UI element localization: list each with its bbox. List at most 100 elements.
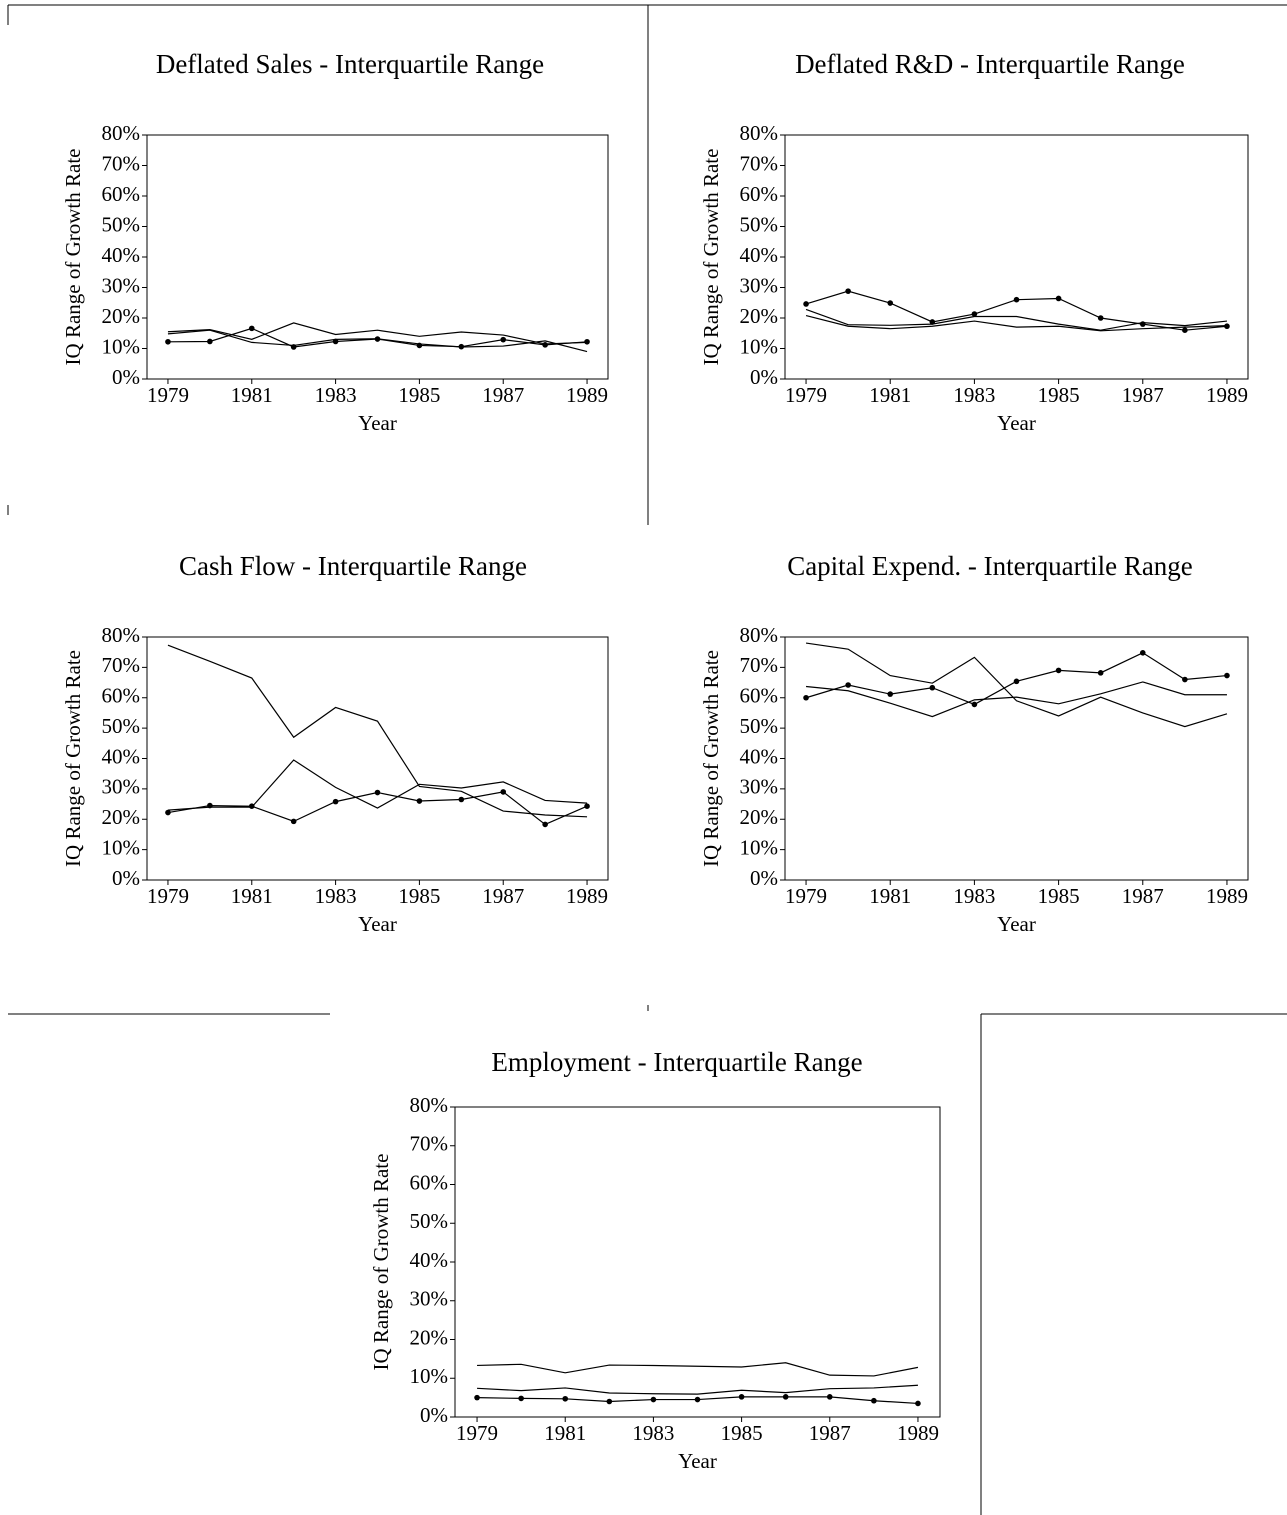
- x-tick-label: 1983: [315, 884, 357, 908]
- x-tick-label: 1987: [1122, 884, 1164, 908]
- point: [332, 798, 339, 805]
- point: [826, 1394, 833, 1400]
- y-tick-label: 70%: [102, 653, 141, 677]
- y-tick-label: 70%: [740, 653, 779, 677]
- point: [845, 288, 851, 294]
- y-axis-label: IQ Range of Growth Rate: [699, 149, 723, 366]
- point: [738, 1394, 745, 1400]
- point: [887, 691, 894, 697]
- plot-frame: [784, 636, 1249, 881]
- point: [1139, 649, 1146, 656]
- y-axis-label: IQ Range of Growth Rate: [369, 1154, 393, 1371]
- point: [416, 798, 423, 804]
- y-tick-label: 0%: [112, 866, 140, 890]
- chart-title: Deflated R&D - Interquartile Range: [795, 49, 1185, 79]
- y-tick-label: 50%: [102, 212, 141, 236]
- y-tick-label: 10%: [740, 334, 779, 358]
- point: [374, 789, 381, 796]
- x-tick-label: 1989: [1206, 884, 1248, 908]
- point: [803, 694, 809, 701]
- y-tick-label: 20%: [102, 805, 141, 829]
- point: [500, 336, 507, 343]
- x-tick-label: 1987: [482, 884, 524, 908]
- chart-title: Cash Flow - Interquartile Range: [179, 551, 527, 581]
- chart-title: Deflated Sales - Interquartile Range: [156, 49, 544, 79]
- x-tick-label: 1979: [785, 884, 827, 908]
- series-line: [805, 308, 1228, 331]
- series-line: [805, 642, 1228, 728]
- x-tick-label: 1989: [897, 1421, 939, 1445]
- point: [542, 821, 548, 828]
- x-tick-label: 1989: [566, 383, 608, 407]
- point: [248, 325, 255, 332]
- y-tick-label: 40%: [102, 744, 141, 768]
- x-axis-label: Year: [358, 912, 397, 936]
- y-tick-label: 20%: [740, 304, 779, 328]
- y-tick-label: 50%: [410, 1209, 449, 1233]
- point: [971, 701, 978, 708]
- point: [929, 684, 936, 691]
- y-axis-label: IQ Range of Growth Rate: [61, 149, 85, 366]
- point: [803, 301, 809, 307]
- x-tick-label: 1981: [544, 1421, 586, 1445]
- point: [1055, 667, 1062, 674]
- point: [845, 682, 851, 688]
- point: [1013, 678, 1020, 685]
- y-tick-label: 30%: [410, 1287, 449, 1311]
- y-tick-label: 0%: [112, 365, 140, 389]
- x-tick-label: 1979: [785, 383, 827, 407]
- y-tick-label: 50%: [102, 714, 141, 738]
- y-tick-label: 20%: [102, 304, 141, 328]
- plot-frame: [146, 636, 609, 881]
- y-tick-label: 80%: [740, 121, 779, 145]
- point: [584, 338, 590, 345]
- x-tick-label: 1983: [953, 383, 995, 407]
- point: [584, 803, 590, 809]
- y-tick-label: 30%: [102, 273, 141, 297]
- y-tick-label: 10%: [740, 835, 779, 859]
- y-tick-label: 70%: [410, 1132, 449, 1156]
- series-line: [167, 329, 588, 353]
- y-tick-label: 0%: [750, 365, 778, 389]
- y-tick-label: 80%: [740, 623, 779, 647]
- y-tick-label: 60%: [410, 1170, 449, 1194]
- point: [887, 300, 894, 306]
- point: [1097, 315, 1104, 321]
- y-tick-label: 20%: [410, 1325, 449, 1349]
- x-axis-label: Year: [358, 411, 397, 435]
- y-axis-label: IQ Range of Growth Rate: [61, 650, 85, 867]
- point: [290, 818, 297, 825]
- y-tick-label: 30%: [740, 273, 779, 297]
- x-axis-label: Year: [997, 912, 1036, 936]
- series-line: [167, 644, 588, 818]
- point: [971, 311, 978, 317]
- x-tick-label: 1987: [1122, 383, 1164, 407]
- point: [1097, 670, 1104, 676]
- x-tick-label: 1983: [315, 383, 357, 407]
- point: [518, 1395, 524, 1402]
- point: [1182, 676, 1188, 683]
- x-tick-label: 1981: [869, 884, 911, 908]
- y-tick-label: 70%: [102, 151, 141, 175]
- point: [562, 1395, 569, 1402]
- point: [1182, 327, 1188, 334]
- y-tick-label: 70%: [740, 151, 779, 175]
- x-tick-label: 1985: [1038, 383, 1080, 407]
- point: [871, 1397, 877, 1404]
- x-tick-label: 1987: [482, 383, 524, 407]
- point: [915, 1400, 921, 1407]
- series-line: [477, 1362, 919, 1377]
- x-tick-label: 1981: [231, 383, 273, 407]
- point: [207, 338, 213, 345]
- x-tick-label: 1979: [456, 1421, 498, 1445]
- y-tick-label: 10%: [102, 835, 141, 859]
- x-tick-label: 1981: [231, 884, 273, 908]
- x-axis-label: Year: [678, 1449, 717, 1473]
- y-tick-label: 60%: [102, 182, 141, 206]
- y-tick-label: 80%: [102, 623, 141, 647]
- y-tick-label: 60%: [740, 182, 779, 206]
- series-line: [477, 1384, 918, 1395]
- y-tick-label: 50%: [740, 212, 779, 236]
- point: [606, 1398, 613, 1405]
